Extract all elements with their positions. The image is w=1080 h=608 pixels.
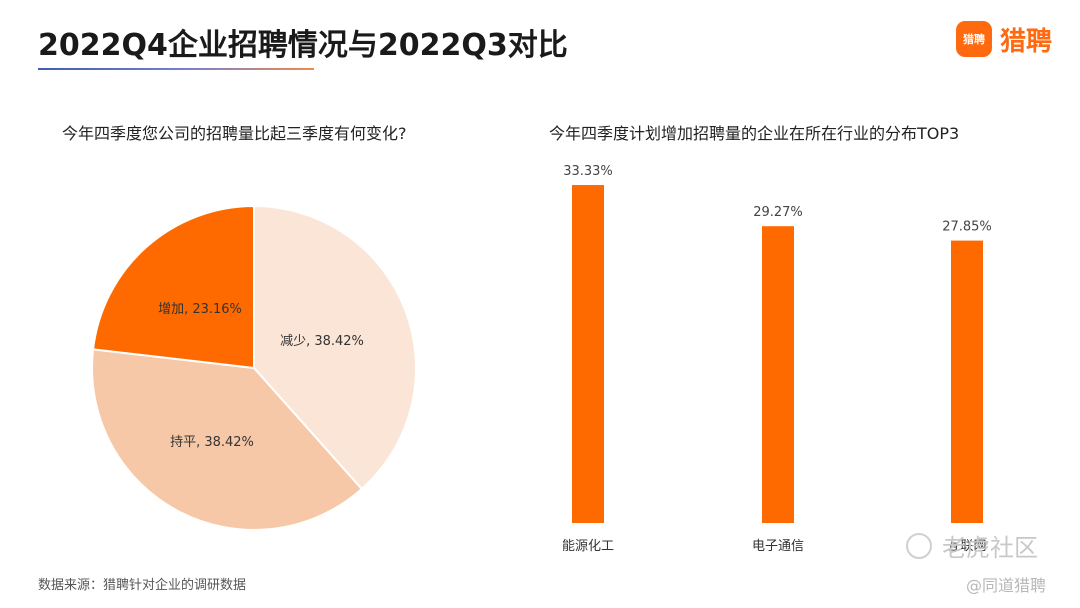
pie-chart-title: 今年四季度您公司的招聘量比起三季度有何变化?: [62, 124, 407, 143]
pie-slice-3: [91, 204, 255, 370]
title-underline: [38, 68, 314, 70]
brand-logo: 猎聘 猎聘: [956, 20, 1052, 58]
bar-value-label-3: 27.85%: [942, 220, 992, 235]
bar-1: [572, 185, 604, 523]
watermark: 老虎社区: [906, 528, 1038, 563]
bar-value-label-2: 29.27%: [753, 205, 803, 220]
pie-slice-2: [91, 348, 364, 531]
pie-slice-label-2: 持平, 38.42%: [170, 435, 254, 450]
bar-2: [762, 226, 794, 523]
pie-slice-label-3: 增加, 23.16%: [158, 302, 242, 317]
bar-category-label-1: 能源化工: [562, 539, 614, 554]
pie-slice-label-1: 减少, 38.42%: [280, 334, 364, 349]
logo-badge-icon: 猎聘: [956, 21, 992, 57]
data-source-note: 数据来源：猎聘针对企业的调研数据: [38, 578, 247, 593]
bar-chart-title: 今年四季度计划增加招聘量的企业在所在行业的分布TOP3: [549, 124, 960, 143]
bar-category-label-2: 电子通信: [752, 539, 804, 554]
logo-text: 猎聘: [1000, 26, 1053, 57]
watermark-handle: @同道猎聘: [966, 576, 1047, 595]
bar-category-label-3: 互联网: [947, 539, 986, 554]
watermark-logo-icon: [906, 532, 932, 559]
page-title: 2022Q4企业招聘情况与2022Q3对比: [38, 28, 568, 63]
bar-value-label-1: 33.33%: [563, 164, 613, 179]
watermark-text: 老虎社区: [942, 534, 1038, 562]
bar-3: [951, 240, 983, 523]
pie-slice-1: [253, 204, 417, 491]
